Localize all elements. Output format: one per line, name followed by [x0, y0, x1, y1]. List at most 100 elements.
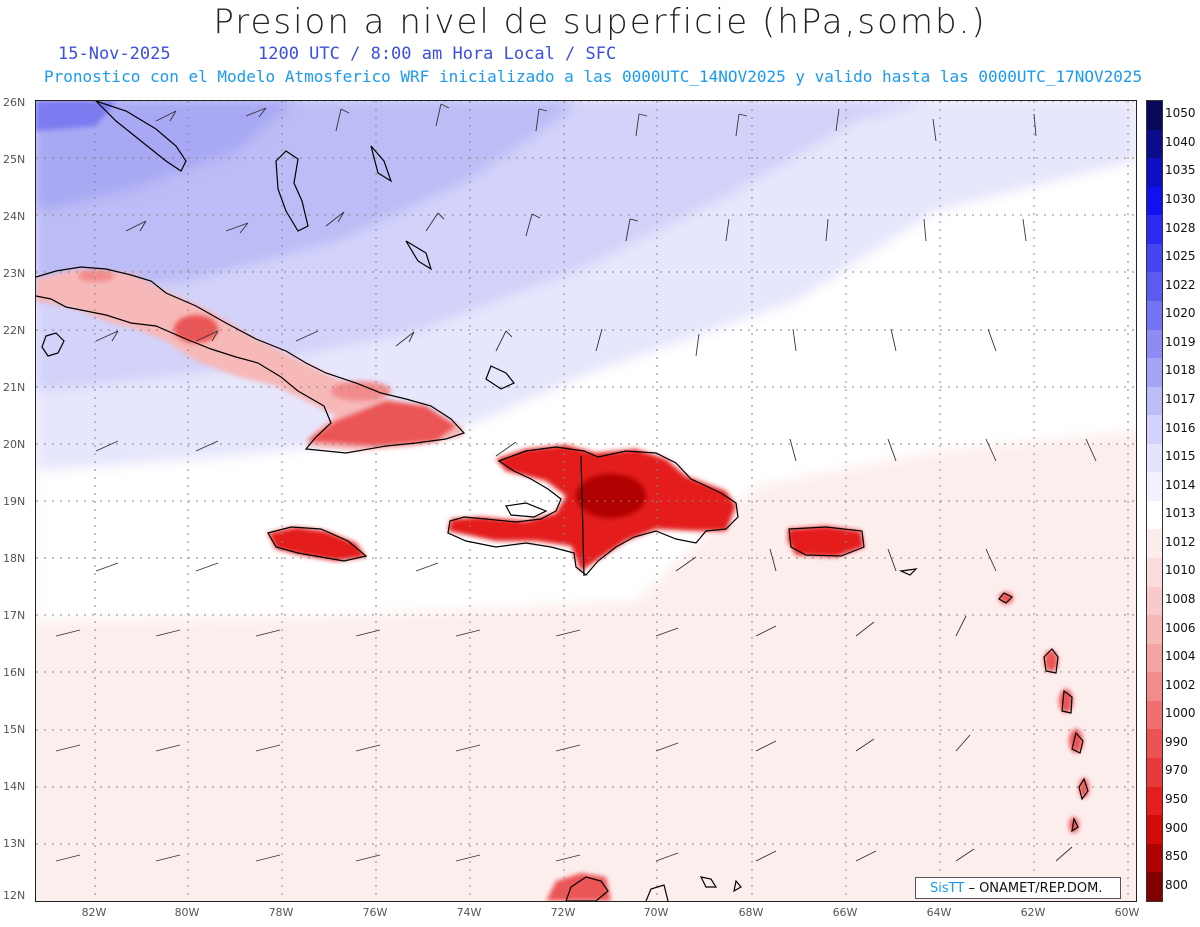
colorbar-level-label: 1025: [1165, 249, 1196, 264]
lon-label: 60W: [1114, 906, 1140, 919]
lon-label: 80W: [174, 906, 200, 919]
colorbar-swatch: [1147, 272, 1162, 301]
colorbar-swatch: [1147, 158, 1162, 187]
lat-label: 12N: [3, 889, 26, 902]
colorbar-swatch: [1147, 843, 1162, 873]
colorbar-swatch: [1147, 215, 1162, 244]
lon-label: 76W: [362, 906, 388, 919]
forecast-time: 1200 UTC / 8:00 am Hora Local / SFC: [258, 44, 617, 64]
sistt-logo: SisTT: [930, 881, 965, 896]
colorbar-level-label: 1015: [1165, 449, 1196, 464]
pressure-colorbar: [1146, 100, 1163, 902]
lat-label: 15N: [3, 723, 26, 736]
colorbar-level-label: 950: [1165, 792, 1188, 806]
lat-label: 18N: [3, 552, 26, 565]
colorbar-level-label: 1020: [1165, 306, 1196, 321]
map-svg: [36, 101, 1136, 901]
south-america-shading: [546, 873, 611, 901]
lat-label: 20N: [3, 438, 26, 451]
forecast-model-info: Pronostico con el Modelo Atmosferico WRF…: [44, 67, 1143, 86]
colorbar-level-label: 1019: [1165, 334, 1196, 349]
colorbar-level-label: 800: [1165, 877, 1188, 892]
colorbar-level-label: 850: [1165, 849, 1188, 864]
colorbar-swatch: [1147, 300, 1162, 330]
lon-label: 78W: [268, 906, 294, 919]
wind-barbs: [55, 103, 1097, 862]
colorbar-swatch: [1147, 586, 1162, 616]
lat-label: 25N: [3, 153, 26, 166]
colorbar-level-label: 1004: [1165, 649, 1196, 664]
colorbar-level-label: 900: [1165, 820, 1188, 835]
hispaniola-shading: [448, 445, 736, 571]
lon-label: 62W: [1020, 906, 1046, 919]
lon-label: 74W: [456, 906, 482, 919]
credit-box: SisTT – ONAMET/REP.DOM.: [915, 877, 1121, 899]
lat-label: 24N: [3, 210, 26, 223]
colorbar-level-label: 1002: [1165, 677, 1196, 692]
lat-label: 23N: [3, 267, 26, 280]
colorbar-swatch: [1147, 329, 1162, 359]
colorbar-swatch: [1147, 615, 1162, 644]
colorbar-swatch: [1147, 729, 1162, 758]
colorbar-level-label: 1040: [1165, 134, 1196, 149]
colorbar-level-label: 1017: [1165, 392, 1196, 406]
colorbar-swatch: [1147, 129, 1162, 159]
colorbar-level-label: 1016: [1165, 420, 1196, 435]
lat-label: 21N: [3, 381, 26, 394]
colorbar-level-label: 1018: [1165, 363, 1196, 378]
puerto-rico-shading: [788, 526, 864, 557]
colorbar-level-label: 1000: [1165, 706, 1196, 721]
colorbar-level-label: 1010: [1165, 563, 1196, 578]
forecast-date: 15-Nov-2025: [58, 44, 171, 64]
cuba-shading: [36, 269, 464, 451]
colorbar-swatch: [1147, 529, 1162, 558]
lon-label: 72W: [550, 906, 576, 919]
colorbar-swatch: [1147, 472, 1162, 501]
lon-label: 66W: [832, 906, 858, 919]
colorbar-swatch: [1147, 101, 1162, 130]
colorbar-level-label: 1028: [1165, 220, 1196, 235]
colorbar-swatch: [1147, 443, 1162, 473]
colorbar-level-label: 1050: [1165, 106, 1196, 121]
colorbar-swatch: [1147, 672, 1162, 701]
colorbar-level-label: 1012: [1165, 534, 1196, 549]
lat-label: 16N: [3, 666, 26, 679]
lon-label: 70W: [643, 906, 669, 919]
colorbar-level-label: 1022: [1165, 277, 1196, 292]
colorbar-swatch: [1147, 872, 1162, 901]
lat-label: 19N: [3, 495, 26, 508]
colorbar-swatch: [1147, 415, 1162, 444]
coastlines: [36, 101, 1089, 901]
lat-label: 26N: [3, 96, 26, 109]
lon-label: 82W: [81, 906, 107, 919]
colorbar-swatch: [1147, 186, 1162, 216]
map-title: Presion a nivel de superficie (hPa,somb.…: [213, 2, 987, 42]
colorbar-level-label: 990: [1165, 734, 1188, 749]
lat-label: 22N: [3, 324, 26, 337]
colorbar-swatch: [1147, 386, 1162, 416]
colorbar-swatch: [1147, 500, 1162, 530]
lon-label: 68W: [738, 906, 764, 919]
colorbar-swatch: [1147, 815, 1162, 844]
lat-label: 17N: [3, 609, 26, 622]
lat-lon-grid: [36, 101, 1136, 901]
colorbar-level-label: 1013: [1165, 506, 1196, 521]
colorbar-swatch: [1147, 757, 1162, 787]
pressure-field-1020: [36, 101, 116, 131]
colorbar-level-label: 1030: [1165, 192, 1196, 206]
lon-label: 64W: [926, 906, 952, 919]
colorbar-swatch: [1147, 243, 1162, 273]
colorbar-level-label: 970: [1165, 763, 1188, 778]
colorbar-swatch: [1147, 700, 1162, 730]
colorbar-swatch: [1147, 786, 1162, 816]
colorbar-level-label: 1006: [1165, 620, 1196, 635]
lat-label: 14N: [3, 780, 26, 793]
credit-text: – ONAMET/REP.DOM.: [968, 881, 1103, 896]
jamaica-shading: [268, 527, 366, 561]
colorbar-level-label: 1035: [1165, 163, 1196, 178]
colorbar-swatch: [1147, 358, 1162, 387]
colorbar-swatch: [1147, 643, 1162, 673]
colorbar-swatch: [1147, 558, 1162, 587]
lat-label: 13N: [3, 837, 26, 850]
pressure-map: [35, 100, 1137, 902]
